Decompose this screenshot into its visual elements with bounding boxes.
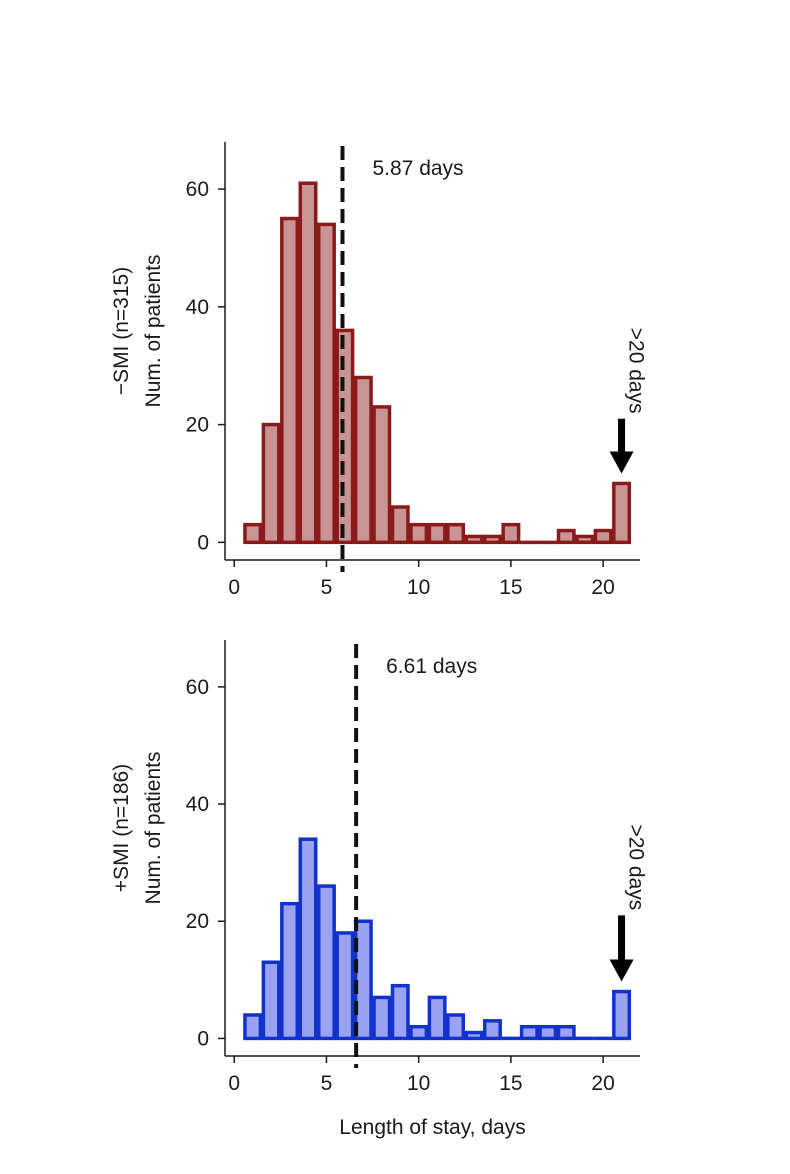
- top-bar-6: [335, 328, 355, 545]
- top-bar-20: [593, 528, 613, 545]
- bottom-bar-1: [243, 1013, 263, 1041]
- top-ytick-label-20: 20: [186, 414, 209, 437]
- top-bars: [243, 181, 632, 545]
- panel-bottom: 0 20 40 60 0 5 10 15 20 6.61 days >20 days +SMI …: [110, 640, 648, 1139]
- bottom-ylabel-group: +SMI (n=186): [110, 764, 133, 892]
- bottom-ytick-label-0: 0: [197, 1027, 209, 1050]
- top-mean-label: 5.87 days: [372, 157, 463, 180]
- bottom-ytick-label-40: 40: [186, 793, 209, 816]
- top-ytick-label-60: 60: [186, 178, 209, 201]
- bottom-bars: [243, 837, 632, 1041]
- top-bar-14: [482, 534, 502, 545]
- bottom-bar-21: [612, 989, 632, 1041]
- bottom-bar-2: [261, 960, 281, 1041]
- bottom-bar-14: [482, 1019, 502, 1041]
- bottom-bar-11: [427, 995, 447, 1041]
- top-bar-8: [372, 405, 392, 545]
- top-bar-2: [261, 422, 281, 545]
- top-bar-15: [501, 522, 521, 545]
- bottom-mean-label: 6.61 days: [386, 655, 477, 678]
- top-bar-9: [390, 505, 410, 545]
- top-bar-12: [446, 522, 466, 545]
- bottom-bar-3: [280, 901, 300, 1041]
- top-bar-18: [556, 528, 576, 545]
- top-bar-21: [612, 481, 632, 545]
- top-xtick-label-20: 20: [591, 576, 614, 599]
- bottom-ylabel: Num. of patients: [142, 752, 165, 905]
- panel-top: 0 20 40 60 0 5 10 15 20 5.87 days >20 days −SMI …: [110, 142, 648, 599]
- bottom-bar-16: [519, 1024, 539, 1041]
- top-bar-19: [575, 534, 595, 545]
- top-bar-1: [243, 522, 263, 545]
- top-bar-11: [427, 522, 447, 545]
- top-bar-4: [298, 181, 318, 545]
- top-ylabel: Num. of patients: [142, 255, 165, 408]
- bottom-bar-17: [538, 1024, 558, 1041]
- bottom-arrow-icon: [609, 915, 634, 982]
- bottom-arrow-label: >20 days: [625, 824, 648, 910]
- top-ytick-label-40: 40: [186, 296, 209, 319]
- bottom-xtick-label-15: 15: [499, 1072, 522, 1095]
- bottom-bar-10: [409, 1024, 429, 1041]
- bottom-axes: 0 20 40 60 0 5 10 15 20: [186, 640, 640, 1095]
- top-xtick-label-5: 5: [321, 576, 333, 599]
- top-bar-10: [409, 522, 429, 545]
- bottom-bar-9: [390, 983, 410, 1041]
- top-bar-13: [464, 534, 484, 545]
- bottom-bar-5: [316, 884, 336, 1041]
- top-axes: 0 20 40 60 0 5 10 15 20: [186, 142, 640, 599]
- bottom-bar-8: [372, 995, 392, 1041]
- bottom-bar-6: [335, 931, 355, 1041]
- top-ylabel-group: −SMI (n=315): [110, 267, 133, 395]
- bottom-bar-18: [556, 1024, 576, 1041]
- bottom-bar-4: [298, 837, 318, 1041]
- bottom-ytick-label-60: 60: [186, 676, 209, 699]
- top-xtick-label-10: 10: [407, 576, 430, 599]
- bottom-bar-7: [353, 919, 373, 1041]
- top-xtick-label-0: 0: [228, 576, 240, 599]
- bottom-bar-13: [464, 1030, 484, 1041]
- top-arrow-label: >20 days: [625, 328, 648, 414]
- bottom-xtick-label-20: 20: [591, 1072, 614, 1095]
- top-xtick-label-15: 15: [499, 576, 522, 599]
- top-arrow-icon: [609, 418, 634, 474]
- top-bar-3: [280, 216, 300, 545]
- bottom-xtick-label-5: 5: [321, 1072, 333, 1095]
- bottom-xtick-label-0: 0: [228, 1072, 240, 1095]
- top-ytick-label-0: 0: [197, 531, 209, 554]
- top-bar-5: [316, 222, 336, 545]
- bottom-xtick-label-10: 10: [407, 1072, 430, 1095]
- top-bar-7: [353, 375, 373, 545]
- bottom-ytick-label-20: 20: [186, 910, 209, 933]
- bottom-xlabel: Length of stay, days: [339, 1116, 525, 1139]
- bottom-bar-12: [446, 1013, 466, 1041]
